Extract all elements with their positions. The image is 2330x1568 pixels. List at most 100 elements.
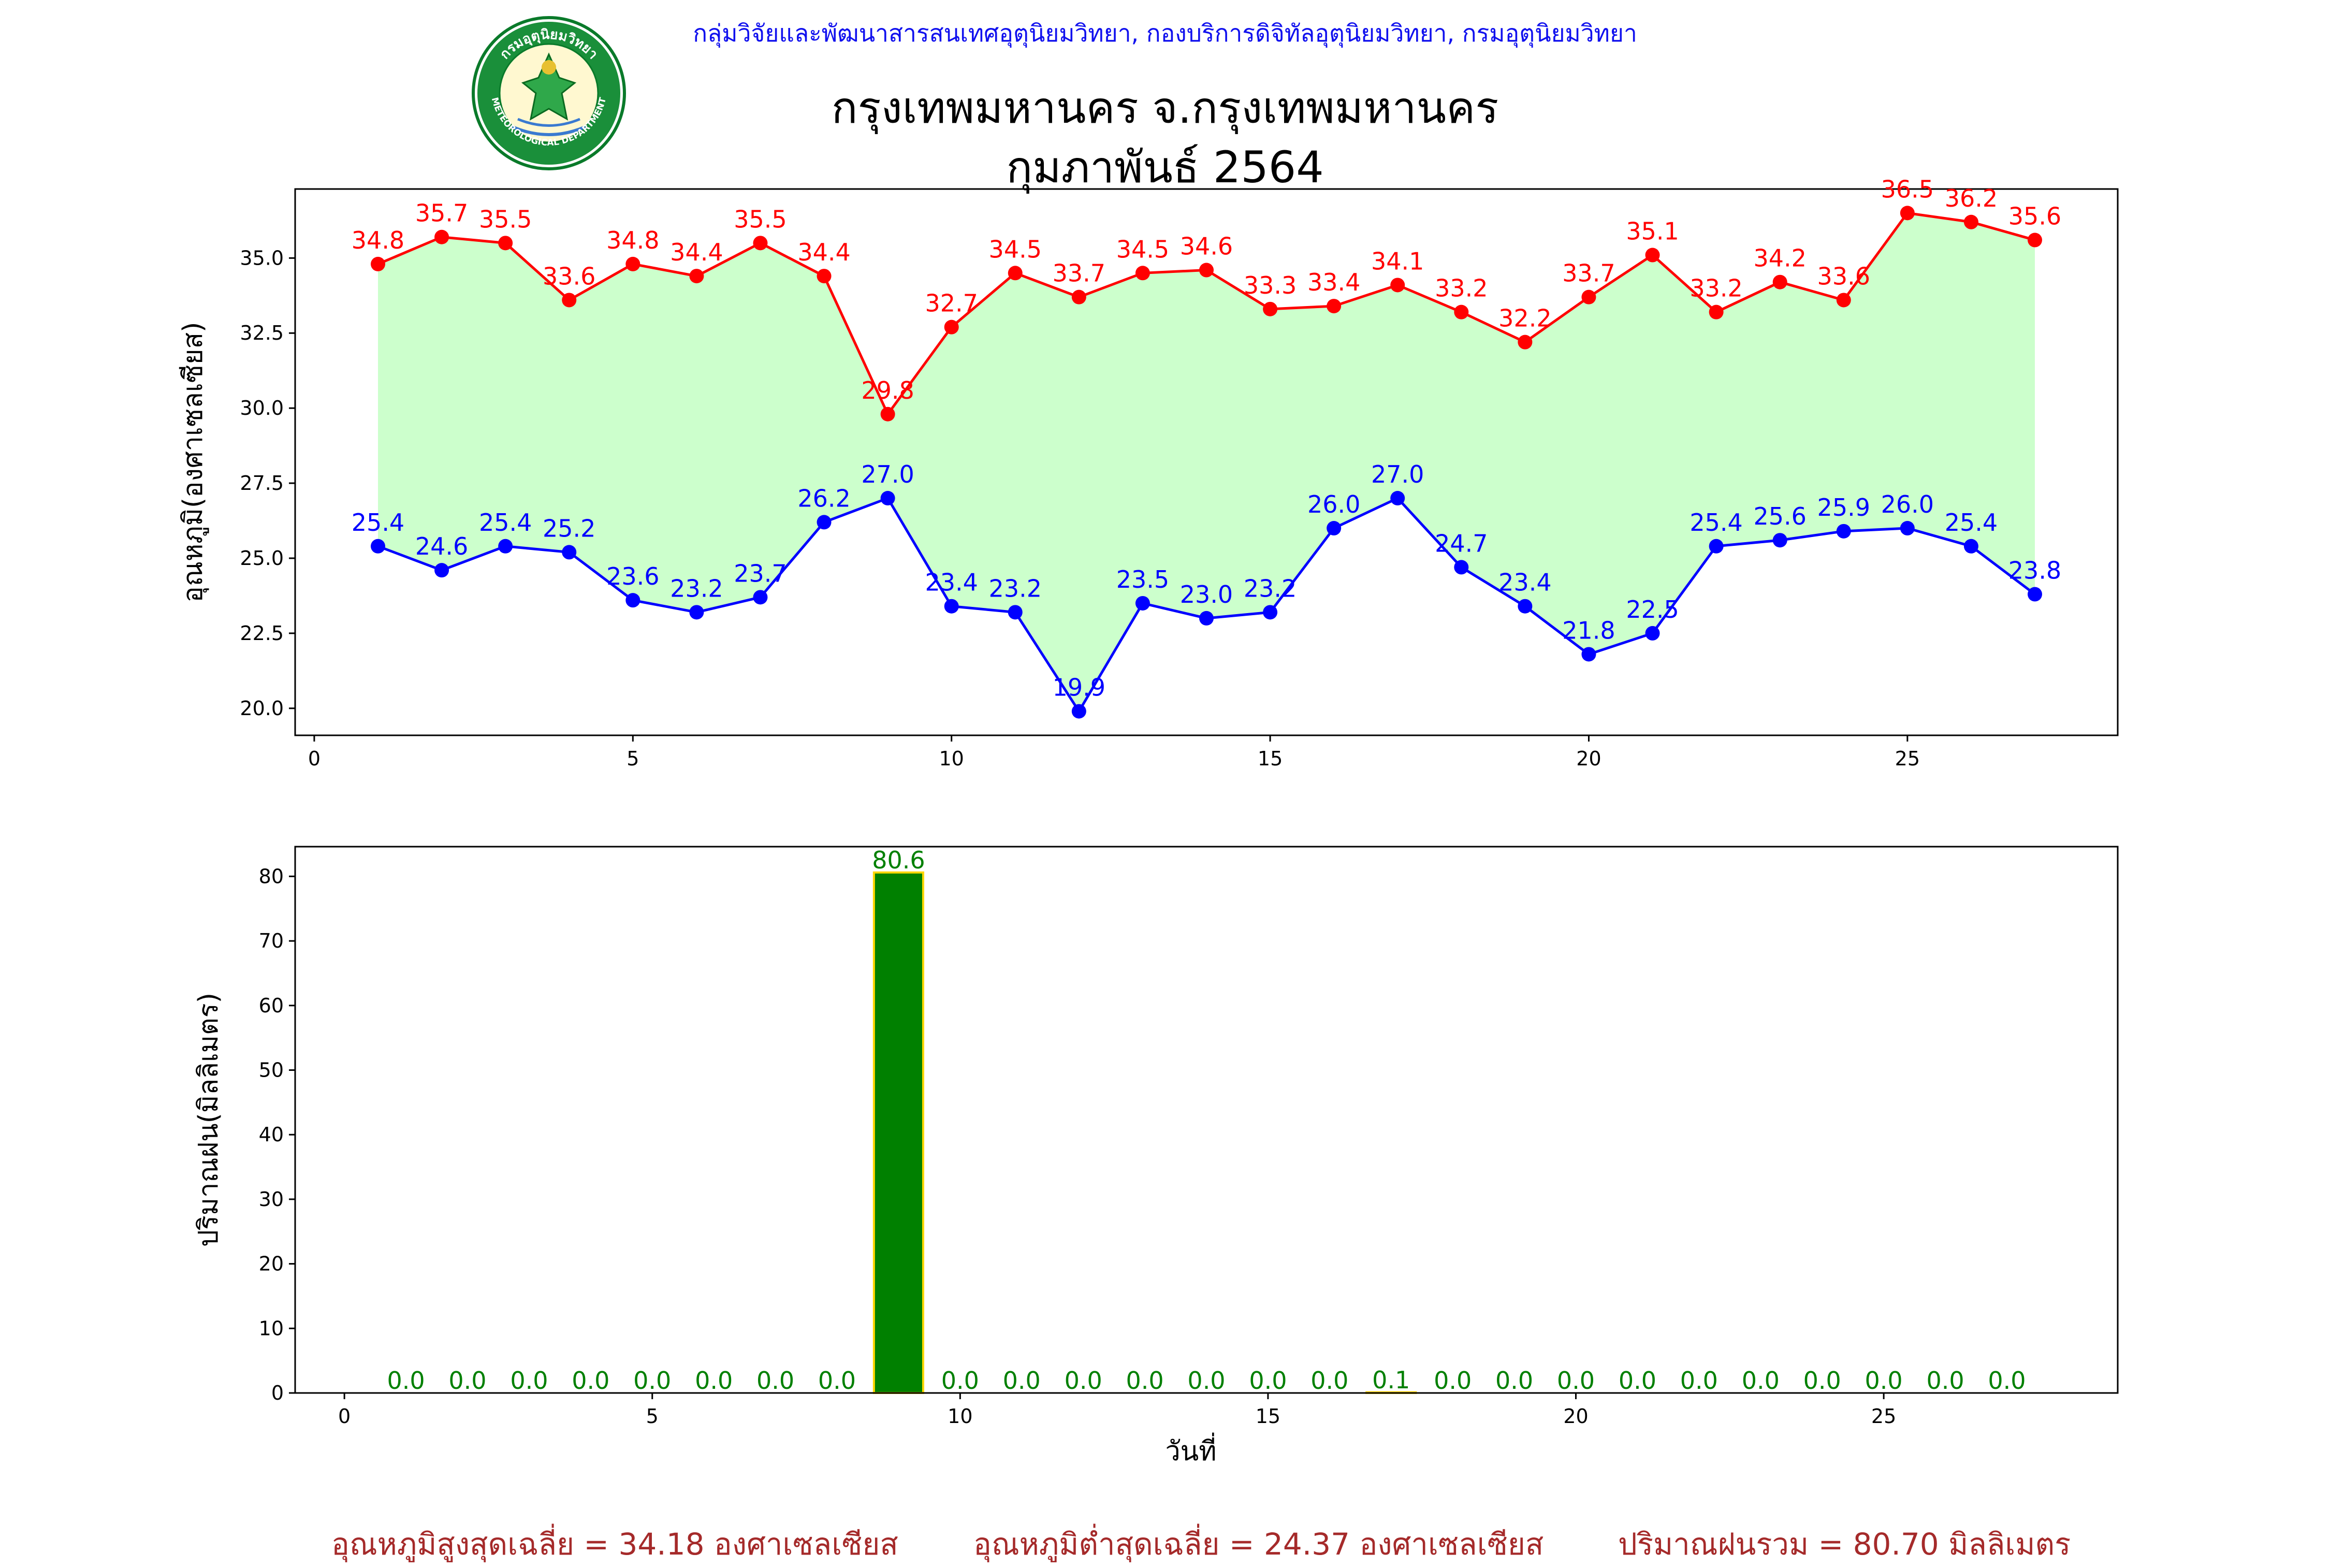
min-temp-point bbox=[817, 515, 832, 530]
temperature-chart: 0 5 10 15 20 25 20.0 22.5 25.0 27.5 30.0 32.5 35.0 อุ… bbox=[178, 175, 2119, 770]
temp-range-fill bbox=[378, 213, 2035, 712]
rain-bar-label: 0.0 bbox=[756, 1367, 794, 1395]
max-temp-point bbox=[498, 236, 513, 251]
min-temp-label: 23.6 bbox=[606, 562, 659, 590]
x-tick-label: 10 bbox=[939, 747, 964, 770]
max-temp-label: 33.3 bbox=[1244, 271, 1297, 299]
min-temp-point bbox=[1263, 605, 1278, 620]
y-tick-label: 60 bbox=[259, 994, 284, 1017]
min-temp-point bbox=[1963, 539, 1978, 554]
min-temp-point bbox=[1008, 605, 1023, 620]
x-tick-label: 5 bbox=[646, 1405, 659, 1428]
rain-x-axis-label: วันที่ bbox=[1165, 1432, 1216, 1467]
max-temp-point bbox=[625, 256, 640, 271]
rain-bar-label: 0.0 bbox=[1065, 1367, 1102, 1395]
min-temp-label: 23.5 bbox=[1116, 565, 1169, 593]
rain-bar-label: 0.0 bbox=[1619, 1367, 1656, 1395]
min-temp-point bbox=[625, 593, 640, 608]
rain-bar bbox=[872, 871, 924, 1395]
min-temp-label: 25.6 bbox=[1753, 502, 1806, 530]
min-temp-label: 19.9 bbox=[1053, 674, 1105, 702]
rain-bar-label: 0.0 bbox=[1865, 1367, 1903, 1395]
rain-bar-label: 0.0 bbox=[1926, 1367, 1964, 1395]
min-temp-label: 25.2 bbox=[543, 514, 595, 542]
min-temp-label: 26.0 bbox=[1881, 490, 1934, 518]
y-tick-label: 0 bbox=[271, 1382, 284, 1404]
rain-bar-label: 0.1 bbox=[1372, 1366, 1410, 1394]
avg-min-temp: อุณหภูมิต่ำสุดเฉลี่ย = 24.37 องศาเซลเซีย… bbox=[973, 1527, 1544, 1562]
rain-bar-label: 0.0 bbox=[633, 1367, 671, 1395]
rain-bar-label: 80.6 bbox=[872, 846, 925, 874]
max-temp-point bbox=[1836, 293, 1851, 308]
max-temp-label: 32.2 bbox=[1498, 304, 1551, 332]
max-temp-label: 33.2 bbox=[1690, 274, 1742, 302]
page-subtitle: กุมภาพันธ์ 2564 bbox=[1006, 142, 1324, 193]
min-temp-label: 23.4 bbox=[925, 569, 978, 597]
rain-bar-label: 0.0 bbox=[818, 1367, 856, 1395]
min-temp-label: 23.2 bbox=[1244, 574, 1297, 602]
temp-y-axis-label: อุณหภูมิ(องศาเซลเซียส) bbox=[178, 322, 209, 603]
org-line: กลุ่มวิจัยและพัฒนาสารสนเทศอุตุนิยมวิทยา,… bbox=[693, 19, 1637, 47]
max-temp-label: 34.4 bbox=[670, 238, 723, 266]
x-tick-label: 20 bbox=[1563, 1405, 1588, 1428]
max-temp-label: 34.2 bbox=[1753, 244, 1806, 272]
min-temp-point bbox=[1900, 521, 1915, 536]
max-temp-label: 36.5 bbox=[1881, 175, 1934, 203]
min-temp-point bbox=[880, 491, 895, 506]
min-temp-label: 22.5 bbox=[1626, 596, 1679, 623]
min-temp-label: 24.6 bbox=[415, 532, 468, 560]
x-tick-label: 25 bbox=[1871, 1405, 1896, 1428]
max-temp-point bbox=[1071, 289, 1086, 304]
total-rainfall: ปริมาณฝนรวม = 80.70 มิลลิเมตร bbox=[1618, 1527, 2071, 1562]
min-temp-point bbox=[753, 590, 768, 605]
max-temp-point bbox=[1963, 214, 1978, 229]
rain-bar-label: 0.0 bbox=[448, 1367, 486, 1395]
rain-bar-label: 0.0 bbox=[1249, 1367, 1287, 1395]
min-temp-label: 23.7 bbox=[734, 559, 787, 587]
max-temp-point bbox=[1135, 266, 1150, 281]
max-temp-label: 34.4 bbox=[797, 238, 850, 266]
max-temp-point bbox=[689, 269, 704, 284]
max-temp-label: 34.8 bbox=[352, 226, 404, 254]
min-temp-point bbox=[1135, 596, 1150, 611]
max-temp-point bbox=[1645, 248, 1660, 263]
min-temp-label: 25.4 bbox=[352, 509, 404, 536]
x-tick-label: 20 bbox=[1576, 747, 1601, 770]
avg-max-temp: อุณหภูมิสูงสุดเฉลี่ย = 34.18 องศาเซลเซีย… bbox=[331, 1527, 898, 1562]
max-temp-label: 33.6 bbox=[543, 262, 595, 290]
min-temp-point bbox=[1836, 524, 1851, 539]
rain-bar-label: 0.0 bbox=[1126, 1367, 1164, 1395]
page-title: กรุงเทพมหานคร จ.กรุงเทพมหานคร bbox=[831, 82, 1499, 133]
x-tick-label: 5 bbox=[627, 747, 639, 770]
x-tick-label: 15 bbox=[1258, 747, 1283, 770]
max-temp-point bbox=[1008, 266, 1023, 281]
x-tick-label: 0 bbox=[338, 1405, 351, 1428]
max-temp-point bbox=[1199, 263, 1214, 278]
min-temp-point bbox=[2028, 587, 2042, 602]
max-temp-label: 33.7 bbox=[1562, 259, 1615, 287]
max-temp-point bbox=[1518, 335, 1533, 350]
y-tick-label: 80 bbox=[259, 865, 284, 888]
max-temp-label: 32.7 bbox=[925, 289, 978, 317]
x-tick-label: 0 bbox=[308, 747, 321, 770]
max-temp-point bbox=[1390, 278, 1405, 293]
y-tick-label: 20.0 bbox=[240, 697, 284, 720]
min-temp-point bbox=[1709, 539, 1724, 554]
meteorological-department-seal-icon: กรมอุตุนิยมวิทยา METEOROLOGICAL DEPARTME… bbox=[472, 16, 626, 170]
min-temp-point bbox=[944, 599, 959, 614]
rain-bar-label: 0.0 bbox=[572, 1367, 609, 1395]
min-temp-label: 27.0 bbox=[1371, 460, 1424, 488]
max-temp-point bbox=[880, 406, 895, 422]
rain-bar-label: 0.0 bbox=[941, 1367, 979, 1395]
min-temp-point bbox=[1454, 560, 1469, 575]
max-temp-point bbox=[434, 229, 449, 244]
rain-bar-label: 0.0 bbox=[1557, 1367, 1595, 1395]
max-temp-point bbox=[817, 269, 832, 284]
y-tick-label: 27.5 bbox=[240, 472, 284, 495]
max-temp-label: 35.6 bbox=[2008, 202, 2061, 230]
max-temp-label: 33.2 bbox=[1435, 274, 1488, 302]
x-tick-label: 25 bbox=[1895, 747, 1920, 770]
min-temp-label: 23.2 bbox=[670, 574, 723, 602]
max-temp-point bbox=[371, 256, 385, 271]
max-temp-label: 35.5 bbox=[479, 205, 532, 233]
